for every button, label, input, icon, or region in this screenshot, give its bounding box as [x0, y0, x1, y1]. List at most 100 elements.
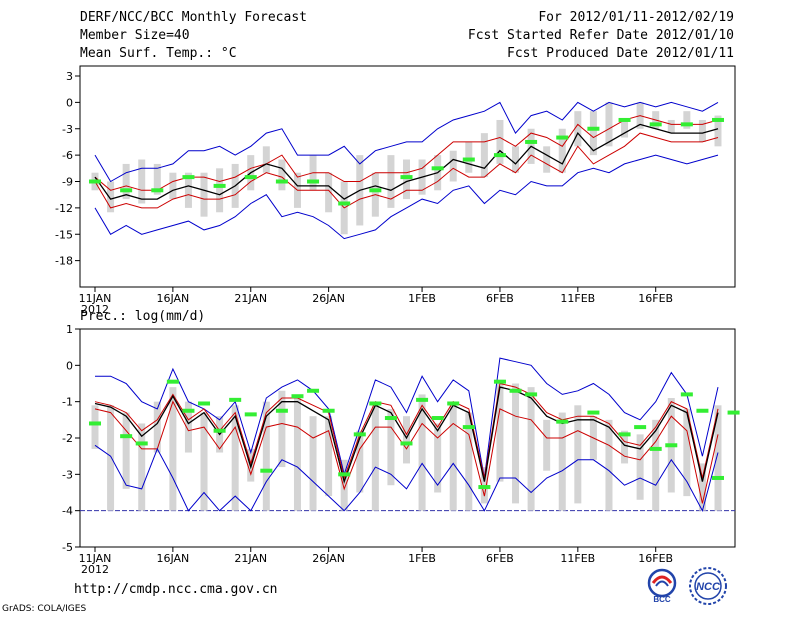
bcc-logo-ring [647, 568, 677, 598]
temperature-panel-title: Mean Surf. Temp.: °C [80, 46, 237, 61]
ensemble-box [558, 412, 566, 511]
ensemble-box [200, 172, 208, 217]
ensemble-box [621, 119, 629, 138]
climatology-marker [462, 157, 475, 162]
ensemble-box [138, 159, 146, 204]
ncc-logo-text: NCC [696, 581, 721, 593]
y-tick-label: -4 [62, 505, 73, 518]
climatology-marker [369, 401, 382, 406]
climatology-marker [649, 122, 662, 127]
climatology-marker [260, 468, 273, 473]
ensemble-box [231, 405, 239, 511]
climatology-marker [587, 410, 600, 415]
climatology-marker [120, 188, 133, 193]
x-tick-label: 21JAN [234, 292, 267, 305]
climatology-marker [213, 183, 226, 188]
y-tick-label: -3 [62, 123, 73, 136]
climatology-marker [431, 166, 444, 171]
ensemble-box [91, 405, 99, 449]
ncc-logo-outer-ring [689, 567, 727, 605]
climatology-marker [665, 443, 678, 448]
climatology-marker [493, 379, 506, 384]
climatology-marker [198, 401, 211, 406]
ensemble-box [714, 405, 722, 511]
climatology-marker [680, 392, 693, 397]
series-line-q_upper [94, 382, 719, 480]
grads-credit: GrADS: COLA/IGES [2, 604, 87, 614]
climatology-marker [275, 408, 288, 413]
ensemble-box [138, 423, 146, 511]
bcc-logo-arc [651, 575, 673, 584]
series-line-q_upper [94, 115, 719, 191]
climatology-marker [525, 139, 538, 144]
precipitation-panel: 1 0 -1 -2 -3 -4 -5 11JAN 16JAN 21JAN 26JAN 1FEB 6FEB… [62, 323, 740, 576]
year-label: 2012 [81, 563, 109, 576]
ensemble-box [480, 133, 488, 178]
x-tick-label: 6FEB [486, 552, 514, 565]
climatology-marker [680, 122, 693, 127]
ensemble-box [184, 401, 192, 453]
y-tick-label: 0 [66, 359, 73, 372]
climatology-marker [229, 397, 242, 402]
climatology-marker [182, 175, 195, 180]
climatology-marker [244, 175, 257, 180]
climatology-marker [244, 412, 257, 417]
y-tick-label: -5 [62, 541, 73, 554]
climatology-marker [587, 126, 600, 131]
climatology-marker [369, 188, 382, 193]
bcc-logo-inner-arc [655, 580, 669, 587]
ensemble-box [605, 102, 613, 147]
climatology-marker [338, 472, 351, 477]
y-tick-label: -1 [62, 396, 73, 409]
ncc-logo-inner-ring [694, 572, 722, 600]
ensemble-box [714, 115, 722, 147]
climatology-marker [556, 135, 569, 140]
climatology-marker [525, 392, 538, 397]
member-size: Member Size=40 [80, 28, 190, 43]
climatology-marker [431, 416, 444, 421]
ensemble-box [543, 146, 551, 173]
ensemble-box [356, 430, 364, 493]
ensemble-box [153, 401, 161, 453]
chart-title: DERF/NCC/BCC Monthly Forecast [80, 10, 307, 25]
ensemble-box [527, 387, 535, 511]
climatology-marker [89, 179, 101, 184]
climatology-marker [618, 117, 631, 122]
x-tick-label: 1FEB [408, 552, 436, 565]
ensemble-box [387, 408, 395, 486]
ensemble-box [278, 390, 286, 468]
ensemble-box [698, 463, 706, 511]
x-tick-label: 26JAN [312, 292, 345, 305]
ensemble-box [293, 398, 301, 511]
climatology-marker [712, 117, 724, 122]
precipitation-panel-title: Prec.: log(mm/d) [80, 309, 206, 324]
ensemble-box [262, 401, 270, 511]
climatology-marker [353, 432, 366, 437]
series-line-min [94, 154, 719, 240]
forecast-produced-date: Fcst Produced Date 2012/01/11 [507, 46, 734, 61]
x-tick-label: 11FEB [560, 552, 595, 565]
climatology-marker [307, 179, 320, 184]
climatology-marker [727, 410, 740, 415]
climatology-marker [182, 408, 195, 413]
ensemble-box [418, 394, 426, 511]
ensemble-box [512, 383, 520, 504]
website-url[interactable]: http://cmdp.ncc.cma.gov.cn [74, 582, 278, 597]
climatology-marker [400, 175, 413, 180]
ensemble-box [278, 159, 286, 191]
climatology-marker [493, 153, 506, 158]
climatology-marker [478, 485, 491, 490]
climatology-marker [151, 188, 164, 193]
series-line-max [95, 357, 719, 479]
ensemble-box [683, 408, 691, 497]
x-tick-label: 16FEB [638, 552, 673, 565]
y-tick-label: -15 [55, 228, 73, 241]
ensemble-box [169, 387, 177, 511]
ensemble-box [403, 159, 410, 200]
climatology-marker [634, 425, 647, 430]
ncc-logo: NCC [689, 567, 727, 605]
climatology-marker [384, 416, 397, 421]
climatology-marker [400, 441, 413, 446]
ensemble-box [325, 172, 333, 213]
